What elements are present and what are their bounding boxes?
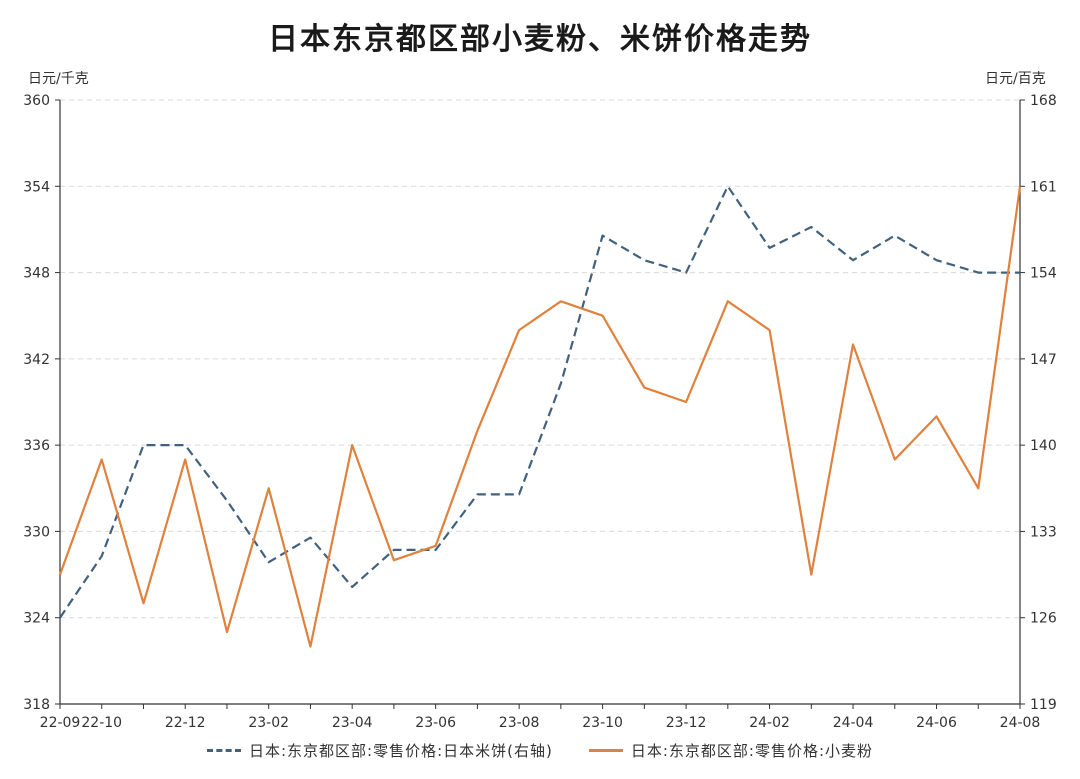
right-tick-label: 168 xyxy=(1030,93,1057,109)
right-tick-label: 126 xyxy=(1030,611,1057,627)
left-tick-label: 360 xyxy=(23,93,50,109)
legend-swatch-solid xyxy=(588,749,623,752)
left-tick-label: 330 xyxy=(23,524,50,540)
x-tick-label: 24-08 xyxy=(1000,715,1041,731)
right-tick-label: 140 xyxy=(1030,438,1057,454)
left-axis-unit: 日元/千克 xyxy=(28,71,89,87)
series-line-wheat-flour xyxy=(58,186,1022,648)
x-tick-label: 22-10 xyxy=(81,715,122,731)
series-line-rice-cracker xyxy=(59,185,1020,619)
legend-swatch-dashed xyxy=(206,749,241,752)
x-tick-label: 23-08 xyxy=(499,715,540,731)
x-tick-label: 24-06 xyxy=(916,715,957,731)
x-tick-label: 22-12 xyxy=(165,715,206,731)
legend-label-wheat-flour: 日本:东京都区部:零售价格:小麦粉 xyxy=(630,742,874,760)
left-tick-label: 318 xyxy=(23,697,50,713)
right-axis-unit: 日元/百克 xyxy=(985,71,1046,87)
x-tick-label: 23-10 xyxy=(582,715,623,731)
right-tick-label: 119 xyxy=(1030,697,1057,713)
x-tick-label: 23-04 xyxy=(332,715,373,731)
x-tick-label: 24-02 xyxy=(749,715,790,731)
legend-item-rice-cracker: 日本:东京都区部:零售价格:日本米饼(右轴) xyxy=(206,740,553,761)
right-tick-label: 161 xyxy=(1030,179,1057,195)
x-tick-label: 23-12 xyxy=(666,715,707,731)
x-tick-label: 23-02 xyxy=(248,715,289,731)
left-tick-label: 336 xyxy=(23,438,50,454)
x-tick-label: 24-04 xyxy=(833,715,874,731)
left-tick-label: 348 xyxy=(23,266,50,282)
x-tick-label: 22-09 xyxy=(40,715,81,731)
chart-title: 日本东京都区部小麦粉、米饼价格走势 xyxy=(268,22,812,57)
right-tick-label: 154 xyxy=(1030,266,1057,282)
x-tick-label: 23-06 xyxy=(415,715,456,731)
left-tick-label: 354 xyxy=(23,179,50,195)
right-tick-label: 147 xyxy=(1030,352,1057,368)
left-tick-label: 342 xyxy=(23,352,50,368)
left-tick-label: 324 xyxy=(23,611,50,627)
right-tick-label: 133 xyxy=(1030,524,1057,540)
legend-item-wheat-flour: 日本:东京都区部:零售价格:小麦粉 xyxy=(588,740,874,761)
legend-label-rice-cracker: 日本:东京都区部:零售价格:日本米饼(右轴) xyxy=(248,742,553,760)
legend: 日本:东京都区部:零售价格:日本米饼(右轴) 日本:东京都区部:零售价格:小麦粉 xyxy=(0,740,1080,761)
